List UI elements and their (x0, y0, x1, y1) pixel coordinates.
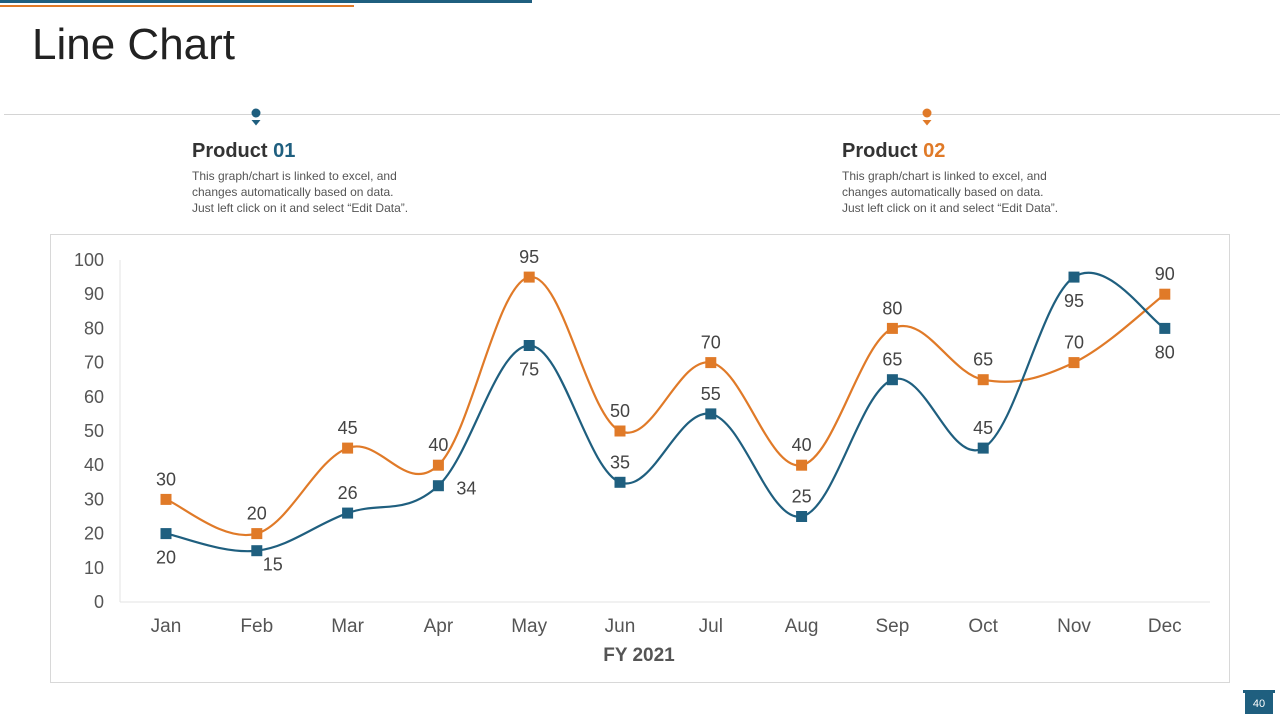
series-2-point (1068, 357, 1080, 369)
series-1-data-label: 55 (701, 384, 721, 404)
location-pin-icon-product-01 (251, 108, 261, 126)
x-tick-label: Sep (875, 616, 909, 637)
x-tick-label: Aug (785, 616, 819, 637)
x-tick-label: Dec (1148, 616, 1182, 637)
series-2-point (342, 442, 354, 454)
series-2-data-label: 90 (1155, 264, 1175, 284)
series-1-point (977, 442, 989, 454)
product-01-label: Product (192, 140, 274, 162)
series-2-data-label: 80 (882, 298, 902, 318)
series-1-data-label: 75 (519, 360, 539, 380)
product-02-title: Product 02 (842, 140, 945, 163)
slide-title: Line Chart (32, 20, 236, 69)
y-tick-label: 60 (84, 387, 104, 407)
y-tick-label: 40 (84, 455, 104, 475)
product-02-description: This graph/chart is linked to excel, and… (842, 168, 1102, 216)
series-2-data-label: 20 (247, 504, 267, 524)
series-1-point (160, 528, 172, 540)
y-tick-label: 70 (84, 353, 104, 373)
series-2-data-label: 70 (701, 333, 721, 353)
series-1-data-label: 65 (882, 350, 902, 370)
product-02-desc-line: changes automatically based on data. (842, 185, 1044, 199)
top-accent-bar-blue (0, 0, 532, 3)
series-2-data-label: 40 (428, 435, 448, 455)
series-1-point (251, 545, 263, 557)
x-tick-label: Jan (151, 616, 182, 637)
product-01-title: Product 01 (192, 140, 295, 163)
y-tick-label: 90 (84, 284, 104, 304)
series-2-data-label: 40 (792, 435, 812, 455)
series-2-data-label: 95 (519, 247, 539, 267)
x-tick-label: May (511, 616, 547, 637)
product-02-desc-line: This graph/chart is linked to excel, and (842, 169, 1047, 183)
series-1-data-label: 35 (610, 452, 630, 472)
page-number: 40 (1245, 692, 1273, 714)
y-tick-label: 0 (94, 592, 104, 612)
series-2-point (886, 322, 898, 334)
title-divider (4, 114, 1280, 115)
y-tick-label: 50 (84, 421, 104, 441)
series-1-data-label: 45 (973, 418, 993, 438)
y-tick-label: 80 (84, 318, 104, 338)
series-2-point (614, 425, 626, 437)
x-tick-label: Jul (699, 616, 723, 637)
x-tick-label: Apr (424, 616, 454, 637)
series-2-point (705, 357, 717, 369)
series-1-point (705, 408, 717, 420)
series-1-point (523, 340, 535, 351)
series-2-line (165, 275, 1166, 537)
product-01-desc-line: Just left click on it and select “Edit D… (192, 201, 409, 215)
y-tick-label: 20 (84, 524, 104, 544)
series-1-data-label: 34 (456, 479, 476, 499)
series-1-data-label: 25 (792, 487, 812, 507)
series-2-point (796, 459, 808, 471)
product-02-desc-line: Just left click on it and select “Edit D… (842, 201, 1059, 215)
product-02-number: 02 (923, 140, 946, 162)
series-1-point (432, 480, 444, 492)
series-1-data-label: 95 (1064, 291, 1084, 311)
chart-frame (50, 234, 1230, 683)
location-pin-icon-product-02 (922, 108, 932, 126)
series-2-point (523, 271, 535, 283)
series-1-point (796, 511, 808, 522)
series-1-data-label: 26 (338, 483, 358, 503)
series-2-data-label: 50 (610, 401, 630, 421)
series-1-point (1159, 322, 1171, 334)
y-tick-label: 100 (74, 250, 104, 270)
product-01-description: This graph/chart is linked to excel, and… (192, 168, 452, 216)
y-tick-label: 30 (84, 489, 104, 509)
x-tick-label: Nov (1057, 616, 1091, 637)
series-1-line (165, 271, 1166, 553)
x-tick-label: Feb (240, 616, 273, 637)
series-1-point (886, 374, 898, 386)
series-2-data-label: 45 (338, 418, 358, 438)
x-tick-label: Oct (968, 616, 998, 637)
series-2-data-label: 65 (973, 350, 993, 370)
x-tick-label: Jun (605, 616, 636, 637)
top-accent-bar-orange (0, 5, 354, 7)
series-2-point (251, 528, 263, 540)
series-1-data-label: 15 (263, 555, 283, 575)
x-axis-title: FY 2021 (603, 645, 675, 666)
series-2-data-label: 30 (156, 469, 176, 489)
series-1-point (1068, 271, 1080, 283)
product-01-number: 01 (273, 140, 296, 162)
x-tick-label: Mar (331, 616, 364, 637)
series-2-point (432, 459, 444, 471)
series-2-point (977, 374, 989, 386)
series-2-point (160, 493, 172, 505)
product-01-desc-line: changes automatically based on data. (192, 185, 394, 199)
series-1-data-label: 20 (156, 548, 176, 568)
series-2-point (1159, 288, 1171, 300)
series-2-data-label: 70 (1064, 333, 1084, 353)
page-number-bin-lid (1243, 690, 1275, 693)
series-1-data-label: 80 (1155, 342, 1175, 362)
y-tick-label: 10 (84, 558, 104, 578)
series-1-point (342, 507, 354, 519)
product-01-desc-line: This graph/chart is linked to excel, and (192, 169, 397, 183)
series-1-point (614, 476, 626, 488)
product-02-label: Product (842, 140, 924, 162)
